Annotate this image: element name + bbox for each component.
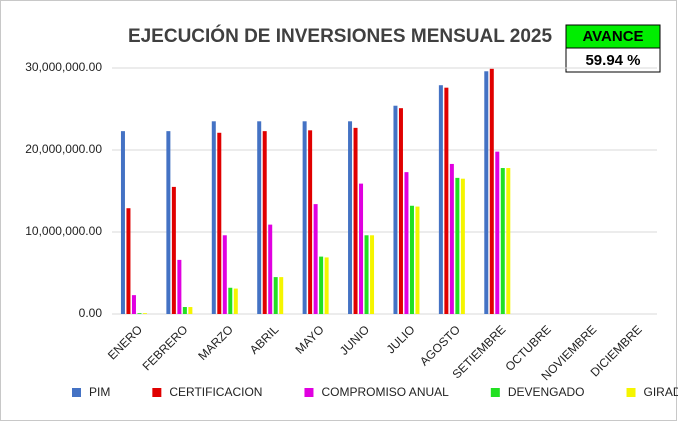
legend-label: CERTIFICACION (169, 385, 262, 399)
bar (211, 121, 216, 314)
bar (188, 307, 193, 314)
bar (455, 177, 460, 314)
y-tick-label: 0.00 (79, 306, 103, 320)
y-tick-label: 30,000,000.00 (25, 60, 102, 74)
bar (348, 121, 353, 314)
legend-swatch (304, 388, 314, 397)
bar (415, 206, 420, 314)
bar (177, 259, 182, 314)
bar (319, 256, 324, 314)
bar (364, 235, 369, 314)
bar (324, 257, 329, 314)
bar (279, 277, 284, 314)
badge-value: 59.94 % (585, 52, 640, 69)
bar (126, 208, 131, 314)
bar (393, 105, 398, 314)
bar (484, 71, 489, 314)
badge-label: AVANCE (582, 28, 643, 45)
y-tick-label: 10,000,000.00 (25, 224, 102, 238)
bar (217, 132, 222, 314)
bar (222, 235, 227, 314)
bar (268, 224, 273, 314)
bar (233, 288, 238, 314)
bar (257, 121, 262, 314)
bar (500, 168, 505, 314)
bar (506, 168, 511, 314)
legend-swatch (490, 388, 500, 397)
bar (142, 313, 147, 314)
bar (370, 235, 375, 314)
bar (302, 121, 307, 314)
legend-swatch (72, 388, 81, 397)
bar (460, 178, 465, 314)
bar (353, 127, 358, 314)
bar (313, 204, 318, 314)
bar (166, 131, 171, 314)
y-tick-label: 20,000,000.00 (25, 142, 102, 156)
legend-label: PIM (89, 385, 110, 399)
bar (398, 108, 403, 315)
bar (137, 313, 142, 314)
bar (262, 131, 267, 314)
chart-title: EJECUCIÓN DE INVERSIONES MENSUAL 2025 (128, 25, 553, 47)
legend-swatch (152, 388, 162, 397)
bar (131, 295, 136, 314)
bar (409, 205, 414, 314)
bar (495, 151, 500, 314)
bar (120, 131, 125, 314)
bar (449, 163, 454, 314)
bar (489, 68, 494, 314)
legend-swatch (626, 388, 636, 397)
bar (182, 307, 187, 314)
bar (273, 277, 278, 314)
bar (444, 87, 449, 315)
bar (228, 287, 233, 314)
bar (171, 186, 176, 314)
bar (404, 172, 409, 314)
bar (308, 130, 313, 314)
legend-label: COMPROMISO ANUAL (321, 385, 449, 399)
bar (359, 183, 364, 314)
legend-label: GIRADO (644, 385, 678, 399)
legend-label: DEVENGADO (508, 385, 585, 399)
bar (438, 85, 443, 314)
